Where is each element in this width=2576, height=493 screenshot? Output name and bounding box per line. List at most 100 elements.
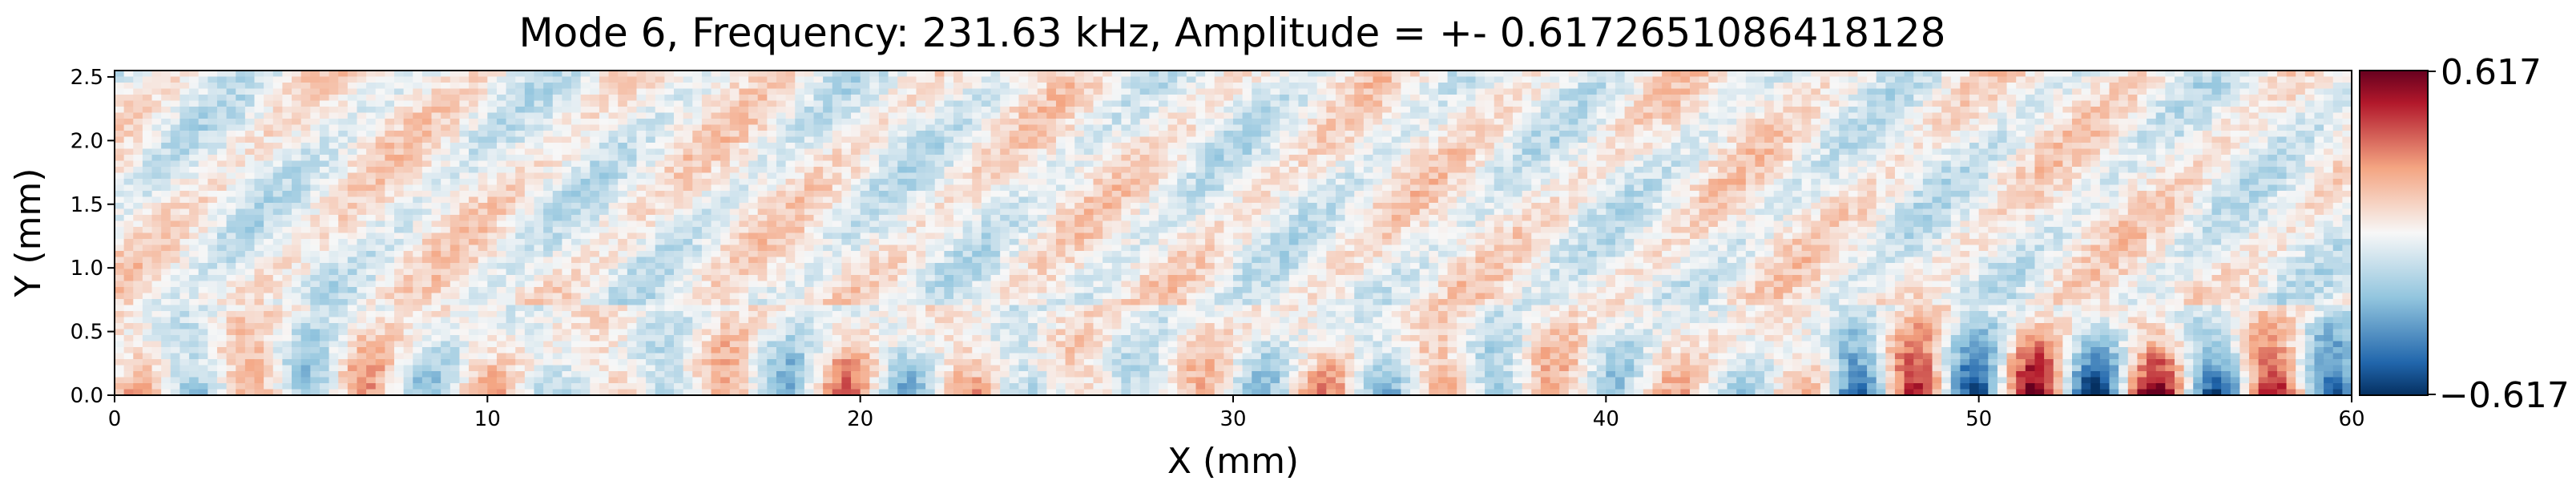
heatmap-cell — [925, 160, 936, 168]
heatmap-cell — [151, 107, 162, 114]
heatmap-cell — [1913, 107, 1924, 114]
heatmap-cell — [1074, 76, 1085, 83]
heatmap-cell — [1009, 184, 1020, 192]
heatmap-cell — [1680, 143, 1691, 150]
heatmap-cell — [2127, 95, 2139, 102]
heatmap-cell — [1316, 160, 1327, 168]
heatmap-cell — [1429, 172, 1439, 180]
heatmap-cell — [1848, 148, 1859, 156]
heatmap-cell — [1568, 71, 1579, 78]
heatmap-cell — [282, 100, 292, 107]
heatmap-cell — [1410, 136, 1421, 143]
heatmap-cell — [2137, 119, 2147, 126]
heatmap-cell — [2034, 124, 2045, 131]
heatmap-cell — [264, 124, 274, 131]
heatmap-cell — [618, 100, 628, 107]
heatmap-cell — [618, 83, 628, 90]
heatmap-cell — [431, 172, 441, 180]
heatmap-cell — [757, 100, 768, 107]
heatmap-cell — [1568, 124, 1579, 131]
heatmap-cell — [1587, 124, 1598, 131]
heatmap-cell — [115, 155, 125, 162]
heatmap-cell — [1344, 167, 1355, 174]
heatmap-cell — [2174, 76, 2185, 83]
heatmap-cell — [925, 71, 936, 78]
heatmap-cell — [459, 191, 470, 198]
heatmap-cell — [2304, 100, 2316, 107]
heatmap-cell — [1485, 76, 1495, 83]
heatmap-cell — [1885, 88, 1896, 95]
heatmap-cell — [413, 179, 423, 186]
heatmap-cell — [1139, 167, 1150, 174]
heatmap-cell — [2249, 184, 2260, 192]
heatmap-cell — [431, 124, 441, 131]
heatmap-cell — [832, 143, 842, 150]
heatmap-cell — [216, 179, 228, 186]
heatmap-cell — [170, 95, 181, 102]
heatmap-cell — [1559, 167, 1570, 174]
heatmap-cell — [785, 155, 796, 162]
heatmap-cell — [487, 179, 498, 186]
heatmap-cell — [543, 124, 554, 131]
heatmap-cell — [1074, 136, 1085, 143]
heatmap-cell — [1326, 107, 1336, 114]
heatmap-cell — [1242, 179, 1252, 186]
heatmap-cell — [1233, 191, 1244, 198]
heatmap-cell — [2304, 143, 2316, 150]
heatmap-cell — [1783, 107, 1793, 114]
heatmap-cell — [1699, 184, 1709, 192]
heatmap-cell — [1773, 179, 1784, 186]
heatmap-cell — [878, 172, 889, 180]
heatmap-cell — [1223, 107, 1234, 114]
heatmap-cell — [189, 112, 200, 119]
heatmap-cell — [571, 83, 582, 90]
heatmap-cell — [1475, 179, 1486, 186]
heatmap-cell — [1606, 179, 1616, 186]
heatmap-cell — [198, 100, 208, 107]
heatmap-cell — [189, 95, 200, 102]
heatmap-cell — [1820, 179, 1831, 186]
heatmap-cell — [832, 160, 842, 168]
heatmap-cell — [1037, 95, 1047, 102]
heatmap-cell — [1811, 112, 1821, 119]
heatmap-cell — [1652, 88, 1663, 95]
heatmap-cell — [1503, 148, 1514, 156]
heatmap-cell — [310, 124, 320, 131]
heatmap-cell — [1717, 107, 1728, 114]
heatmap-cell — [1065, 107, 1075, 114]
heatmap-cell — [1559, 76, 1570, 83]
heatmap-cell — [1531, 148, 1542, 156]
heatmap-cell — [1764, 136, 1775, 143]
heatmap-cell — [244, 83, 256, 90]
heatmap-cell — [2276, 143, 2288, 150]
heatmap-cell — [1223, 143, 1234, 150]
heatmap-cell — [580, 88, 591, 95]
heatmap-cell — [1690, 76, 1700, 83]
heatmap-cell — [2025, 136, 2036, 143]
heatmap-cell — [1335, 184, 1346, 192]
heatmap-cell — [1587, 83, 1598, 90]
heatmap-cell — [1335, 95, 1346, 102]
heatmap-cell — [357, 191, 367, 198]
heatmap-cell — [1288, 88, 1300, 95]
heatmap-cell — [1941, 160, 1952, 168]
heatmap-cell — [2239, 167, 2250, 174]
heatmap-cell — [562, 136, 572, 143]
heatmap-cell — [1308, 131, 1318, 138]
heatmap-cell — [1252, 143, 1262, 150]
heatmap-cell — [2258, 184, 2268, 192]
heatmap-cell — [674, 155, 684, 162]
heatmap-cell — [1997, 148, 2008, 156]
heatmap-cell — [1606, 131, 1616, 138]
heatmap-cell — [1540, 155, 1551, 162]
heatmap-cell — [1233, 136, 1244, 143]
heatmap-cell — [739, 100, 749, 107]
heatmap-cell — [357, 143, 367, 150]
heatmap-cell — [2286, 155, 2296, 162]
heatmap-cell — [701, 112, 712, 119]
heatmap-cell — [1270, 172, 1280, 180]
heatmap-cell — [878, 184, 889, 192]
heatmap-cell — [2081, 124, 2091, 131]
heatmap-cell — [264, 191, 274, 198]
heatmap-cell — [347, 119, 358, 126]
